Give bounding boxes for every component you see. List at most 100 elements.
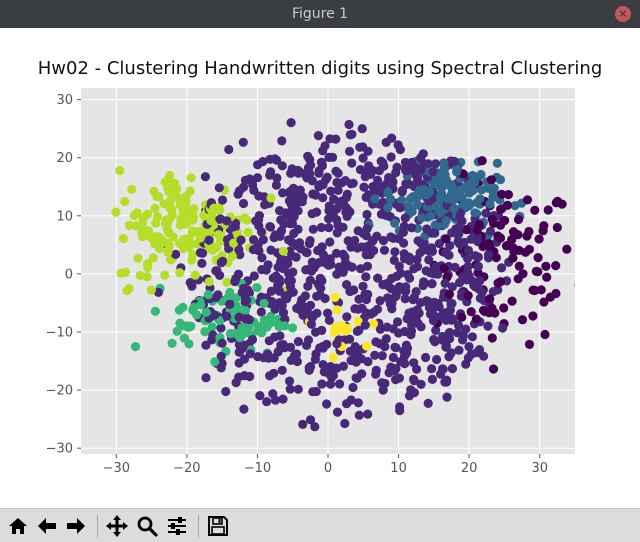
scatter-point <box>551 261 561 271</box>
home-icon <box>9 518 27 534</box>
scatter-point <box>533 253 543 263</box>
scatter-point <box>362 341 372 351</box>
scatter-point <box>214 183 224 193</box>
home-button[interactable] <box>4 512 32 540</box>
scatter-point <box>343 236 353 246</box>
scatter-point <box>497 263 507 273</box>
scatter-point <box>507 296 517 306</box>
scatter-point <box>316 283 326 293</box>
scatter-point <box>409 264 419 274</box>
back-button[interactable] <box>33 512 61 540</box>
scatter-point <box>543 205 553 215</box>
x-tick-label: 20 <box>461 461 478 476</box>
plot-title: Hw02 - Clustering Handwritten digits usi… <box>37 58 603 79</box>
scatter-point <box>551 198 561 208</box>
scatter-point <box>167 205 177 215</box>
scatter-point <box>359 182 369 192</box>
scatter-point <box>398 227 408 237</box>
figure-canvas[interactable]: Hw02 - Clustering Handwritten digits usi… <box>0 28 640 508</box>
scatter-point <box>328 353 339 363</box>
scatter-point <box>382 322 392 332</box>
scatter-point <box>132 208 142 218</box>
scatter-point <box>495 277 506 287</box>
scatter-point <box>276 215 286 225</box>
x-tick-label: −10 <box>244 461 271 476</box>
scatter-point <box>440 278 450 288</box>
scatter-point <box>449 203 459 214</box>
scatter-point <box>266 193 276 203</box>
scatter-point <box>416 322 426 332</box>
scatter-point <box>278 394 288 404</box>
scatter-point <box>163 226 173 236</box>
scatter-point <box>510 201 520 211</box>
scatter-point <box>374 166 384 176</box>
scatter-point <box>321 175 331 185</box>
scatter-point <box>253 215 264 225</box>
scatter-point <box>419 277 429 287</box>
scatter-point <box>360 320 370 330</box>
scatter-point <box>574 283 575 288</box>
scatter-point <box>305 275 315 285</box>
scatter-point <box>263 260 273 270</box>
forward-button[interactable] <box>62 512 90 540</box>
configure-subplots-button[interactable] <box>163 512 191 540</box>
scatter-point <box>332 339 342 349</box>
scatter-point <box>278 308 289 318</box>
window-titlebar: Figure 1 × <box>0 0 640 28</box>
scatter-point <box>187 281 197 291</box>
zoom-button[interactable] <box>133 512 161 540</box>
magnifier-icon <box>137 516 158 537</box>
scatter-chart[interactable]: −30 −20 −10 0 10 20 30 −30 −20 −10 0 10 20 30 <box>0 28 640 508</box>
scatter-point <box>343 205 353 215</box>
scatter-point <box>124 284 134 294</box>
scatter-point <box>245 371 255 382</box>
pan-button[interactable] <box>103 512 131 540</box>
scatter-point <box>426 211 436 221</box>
scatter-point <box>394 282 404 292</box>
scatter-point <box>209 203 219 213</box>
scatter-point <box>397 187 407 197</box>
scatter-point <box>461 225 471 235</box>
scatter-point <box>411 315 421 325</box>
save-button[interactable] <box>204 512 232 540</box>
scatter-point <box>137 218 147 228</box>
scatter-point <box>349 285 359 295</box>
scatter-point <box>286 355 296 365</box>
scatter-point <box>216 363 226 373</box>
scatter-point <box>118 233 128 244</box>
scatter-point <box>427 374 437 384</box>
scatter-point <box>242 295 252 305</box>
scatter-point <box>427 279 437 289</box>
scatter-point <box>229 238 239 248</box>
scatter-point <box>329 194 339 204</box>
scatter-point <box>262 397 272 407</box>
scatter-point <box>204 277 214 287</box>
scatter-point <box>376 209 386 219</box>
scatter-point <box>236 235 246 245</box>
scatter-point <box>373 273 383 283</box>
scatter-point <box>409 376 419 386</box>
scatter-point <box>419 240 429 250</box>
scatter-point <box>308 224 318 234</box>
scatter-point <box>528 311 538 321</box>
y-tick-label: −20 <box>46 384 73 399</box>
scatter-point <box>432 354 442 365</box>
scatter-point <box>221 386 231 397</box>
scatter-point <box>175 268 185 278</box>
scatter-point <box>252 173 263 183</box>
scatter-point <box>338 222 348 232</box>
scatter-point <box>425 268 435 278</box>
scatter-point <box>282 294 292 304</box>
scatter-point <box>231 274 241 284</box>
scatter-point <box>424 255 434 265</box>
close-button[interactable]: × <box>615 6 631 22</box>
scatter-point <box>331 166 341 176</box>
scatter-point <box>493 285 503 295</box>
scatter-point <box>428 167 438 177</box>
scatter-point <box>562 244 572 254</box>
scatter-point <box>159 199 169 209</box>
scatter-point <box>470 208 480 218</box>
scatter-point <box>342 312 352 322</box>
scatter-point <box>272 173 282 183</box>
scatter-point <box>393 140 403 150</box>
